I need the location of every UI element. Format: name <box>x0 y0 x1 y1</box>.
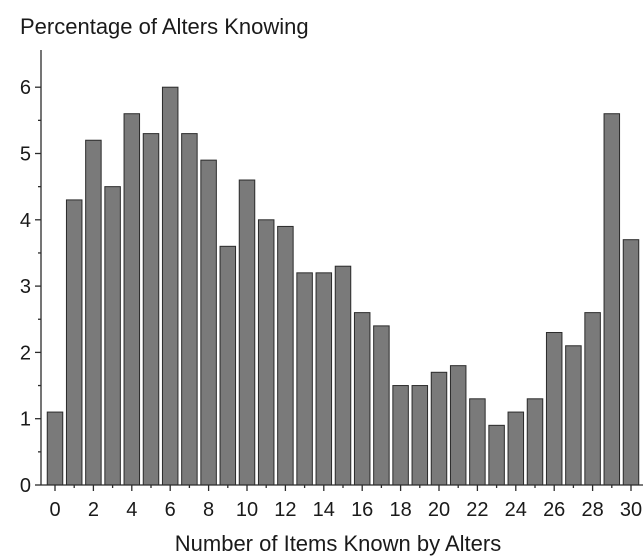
y-tick-label: 3 <box>20 276 31 298</box>
bar-27 <box>565 345 582 486</box>
bar-1 <box>65 199 83 486</box>
x-tick-label: 8 <box>203 499 214 521</box>
x-tick-label: 26 <box>543 499 565 521</box>
x-tick-label: 30 <box>620 499 642 521</box>
bar-2 <box>85 139 102 486</box>
x-tick-label: 4 <box>126 499 137 521</box>
bar-19 <box>411 385 429 486</box>
bar-21 <box>449 365 467 486</box>
x-tick-label: 10 <box>236 499 258 521</box>
bar-6 <box>161 86 179 486</box>
x-axis: 0 2 4 6 8 10 12 14 16 18 20 22 24 26 28 30 <box>41 484 643 521</box>
y-tick-label: 0 <box>20 475 31 497</box>
x-tick-label: 2 <box>88 499 99 521</box>
x-tick-label: 14 <box>313 499 335 521</box>
bar-4 <box>123 113 141 486</box>
bar-11 <box>257 219 275 486</box>
bar-0 <box>46 411 64 486</box>
bar-10 <box>238 179 256 486</box>
bar-8 <box>200 159 217 486</box>
y-axis: 0 1 2 3 4 5 6 <box>20 50 42 497</box>
x-tick-label: 28 <box>581 499 603 521</box>
bar-13 <box>296 272 313 486</box>
bar-26 <box>545 332 563 486</box>
bar-5 <box>142 133 160 486</box>
y-tick-label: 2 <box>20 342 31 364</box>
bar-25 <box>526 398 544 486</box>
x-tick-label: 0 <box>49 499 60 521</box>
bar-7 <box>181 133 198 486</box>
bar-29 <box>603 113 621 486</box>
x-tick-label: 18 <box>389 499 411 521</box>
y-tick-label: 1 <box>20 409 31 431</box>
bar-22 <box>469 398 486 486</box>
bar-24 <box>507 411 525 486</box>
bar-28 <box>584 312 601 486</box>
x-tick-label: 24 <box>505 499 527 521</box>
bar-17 <box>373 325 390 486</box>
x-tick-label: 20 <box>428 499 450 521</box>
bar-9 <box>219 245 237 486</box>
y-tick-label: 6 <box>20 77 31 99</box>
bar-20 <box>430 371 448 486</box>
x-tick-label: 16 <box>351 499 373 521</box>
bar-14 <box>315 272 333 486</box>
x-tick-label: 12 <box>274 499 296 521</box>
bar-12 <box>277 225 294 486</box>
bars-group <box>46 86 640 486</box>
bar-30 <box>622 239 640 486</box>
bar-15 <box>334 265 352 486</box>
bar-16 <box>353 312 371 486</box>
y-tick-label: 5 <box>20 144 31 166</box>
x-tick-label: 22 <box>466 499 488 521</box>
chart-title: Percentage of Alters Knowing <box>20 14 309 39</box>
bar-23 <box>488 424 505 486</box>
bar-18 <box>392 385 409 486</box>
bar-3 <box>104 186 121 486</box>
x-axis-label: Number of Items Known by Alters <box>175 531 501 556</box>
x-tick-label: 6 <box>165 499 176 521</box>
y-tick-label: 4 <box>20 210 31 232</box>
